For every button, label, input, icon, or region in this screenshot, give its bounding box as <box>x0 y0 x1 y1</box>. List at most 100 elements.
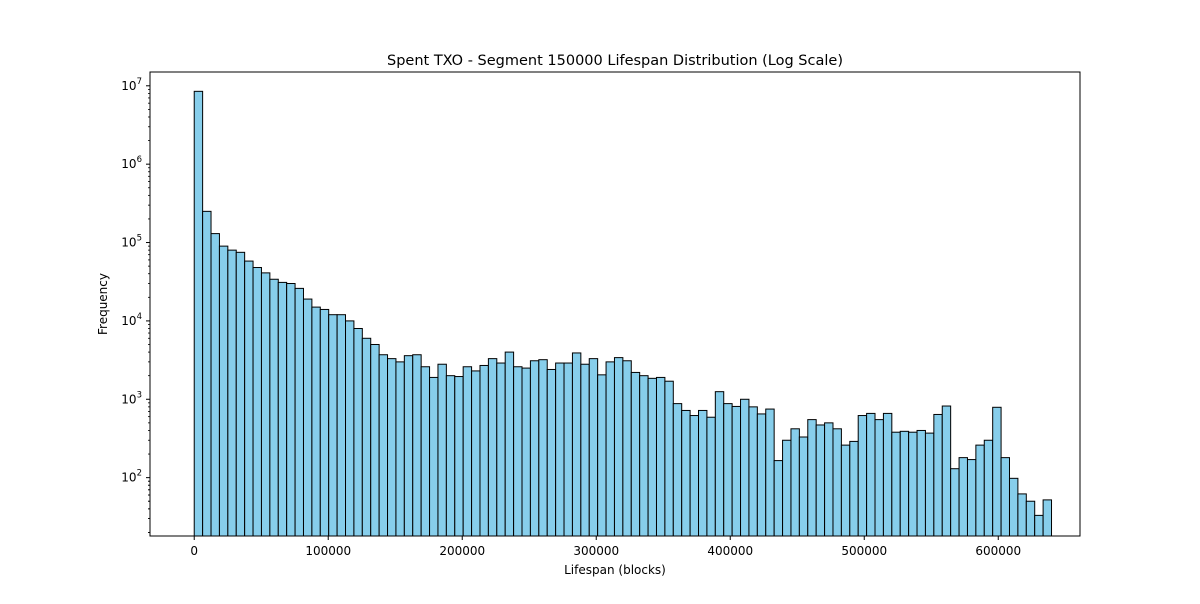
histogram-bar <box>370 343 380 537</box>
histogram-bar <box>723 403 733 537</box>
histogram-bar <box>445 375 456 537</box>
histogram-bar <box>286 283 296 537</box>
histogram-bar <box>387 358 397 537</box>
histogram-bar <box>933 413 943 537</box>
histogram-bar <box>260 272 271 537</box>
histogram-bar <box>740 398 750 537</box>
histogram-bar <box>824 422 834 537</box>
histogram-bar <box>874 419 884 537</box>
histogram-bar <box>521 367 531 537</box>
histogram-bar <box>992 406 1002 537</box>
histogram-bar <box>748 406 758 537</box>
histogram-bar <box>504 351 515 537</box>
histogram-bar <box>555 362 565 537</box>
histogram-bar <box>235 251 246 537</box>
histogram-bar <box>294 287 304 537</box>
histogram-bar <box>1034 514 1044 537</box>
histogram-bar <box>866 412 876 537</box>
y-axis-title: Frequency <box>96 273 110 335</box>
histogram-bar <box>891 431 901 537</box>
histogram-bar <box>361 337 372 537</box>
histogram-bar <box>403 355 414 537</box>
histogram-bar <box>588 358 599 537</box>
x-tick-label: 0 <box>190 544 198 558</box>
x-tick-label: 100000 <box>305 544 351 558</box>
y-tick-label: 106 <box>121 155 142 171</box>
histogram-bar <box>538 359 548 537</box>
histogram-bar <box>756 413 767 537</box>
histogram-bar <box>731 405 742 537</box>
histogram-bar <box>487 358 498 537</box>
histogram-bars <box>193 90 1053 537</box>
chart-title: Spent TXO - Segment 150000 Lifespan Dist… <box>387 53 843 69</box>
x-tick-label: 300000 <box>573 544 619 558</box>
histogram-bar <box>496 362 506 537</box>
histogram-bar <box>227 249 237 537</box>
histogram-bar <box>454 376 464 537</box>
histogram-bar <box>311 306 321 537</box>
x-tick-label: 600000 <box>975 544 1021 558</box>
histogram-bar <box>1000 457 1010 537</box>
y-tick-label: 102 <box>121 469 142 485</box>
histogram-bar <box>605 361 615 537</box>
histogram-bar <box>277 281 288 537</box>
histogram-bar <box>773 460 784 537</box>
y-tick-label: 104 <box>121 312 142 328</box>
histogram-bar <box>580 363 590 537</box>
histogram-bar <box>975 444 985 537</box>
histogram-bar <box>966 459 977 537</box>
x-tick-label: 200000 <box>439 544 485 558</box>
histogram-bar <box>202 210 212 537</box>
histogram-bar <box>571 352 582 537</box>
histogram-bar <box>378 354 389 537</box>
histogram-bar <box>782 439 792 537</box>
histogram-bar <box>672 403 683 537</box>
histogram-bar <box>336 314 347 537</box>
histogram-bar <box>950 468 960 537</box>
histogram-bar <box>597 374 607 537</box>
histogram-bar <box>857 415 868 537</box>
histogram-bar <box>941 405 952 537</box>
histogram-bar <box>471 370 481 537</box>
histogram-bar <box>1017 493 1027 537</box>
histogram-bar <box>218 245 229 537</box>
histogram-bar <box>546 368 557 537</box>
histogram-bar <box>639 375 649 537</box>
histogram-bar <box>765 408 775 537</box>
histogram-bar <box>302 298 313 537</box>
histogram-bar <box>815 424 826 537</box>
histogram-bar <box>622 360 632 537</box>
x-tick-label: 500000 <box>841 544 887 558</box>
histogram-bar <box>479 364 489 537</box>
histogram-bar <box>563 362 573 537</box>
y-tick-label: 105 <box>121 234 142 250</box>
plot-area-frame <box>149 71 1081 537</box>
histogram-bar <box>412 354 422 537</box>
histogram-bar <box>328 314 338 537</box>
histogram-bar <box>647 377 657 537</box>
histogram-bar <box>630 371 641 537</box>
histogram-bar <box>1008 477 1019 537</box>
histogram-bar <box>210 233 220 537</box>
histogram-bar <box>689 415 700 537</box>
histogram-bar <box>319 308 330 537</box>
histogram-bar <box>513 366 523 537</box>
histogram-bar <box>655 376 666 537</box>
histogram-bar <box>613 357 624 537</box>
histogram-bar <box>983 439 994 537</box>
histogram-bar <box>899 430 910 537</box>
histogram-bar <box>706 416 716 537</box>
histogram-bar <box>908 431 918 537</box>
histogram-bar <box>681 409 691 537</box>
histogram-bar <box>269 278 279 537</box>
histogram-bar <box>714 391 725 537</box>
x-axis-title: Lifespan (blocks) <box>564 563 666 577</box>
histogram-bar <box>664 380 674 537</box>
histogram-bar <box>193 90 204 537</box>
histogram-bar <box>345 320 355 537</box>
x-axis: 0 100000 200000 300000 400000 500000 600000 <box>190 536 1021 558</box>
histogram-bar <box>916 429 926 537</box>
histogram-bar <box>798 436 809 537</box>
y-tick-label: 103 <box>121 390 142 406</box>
